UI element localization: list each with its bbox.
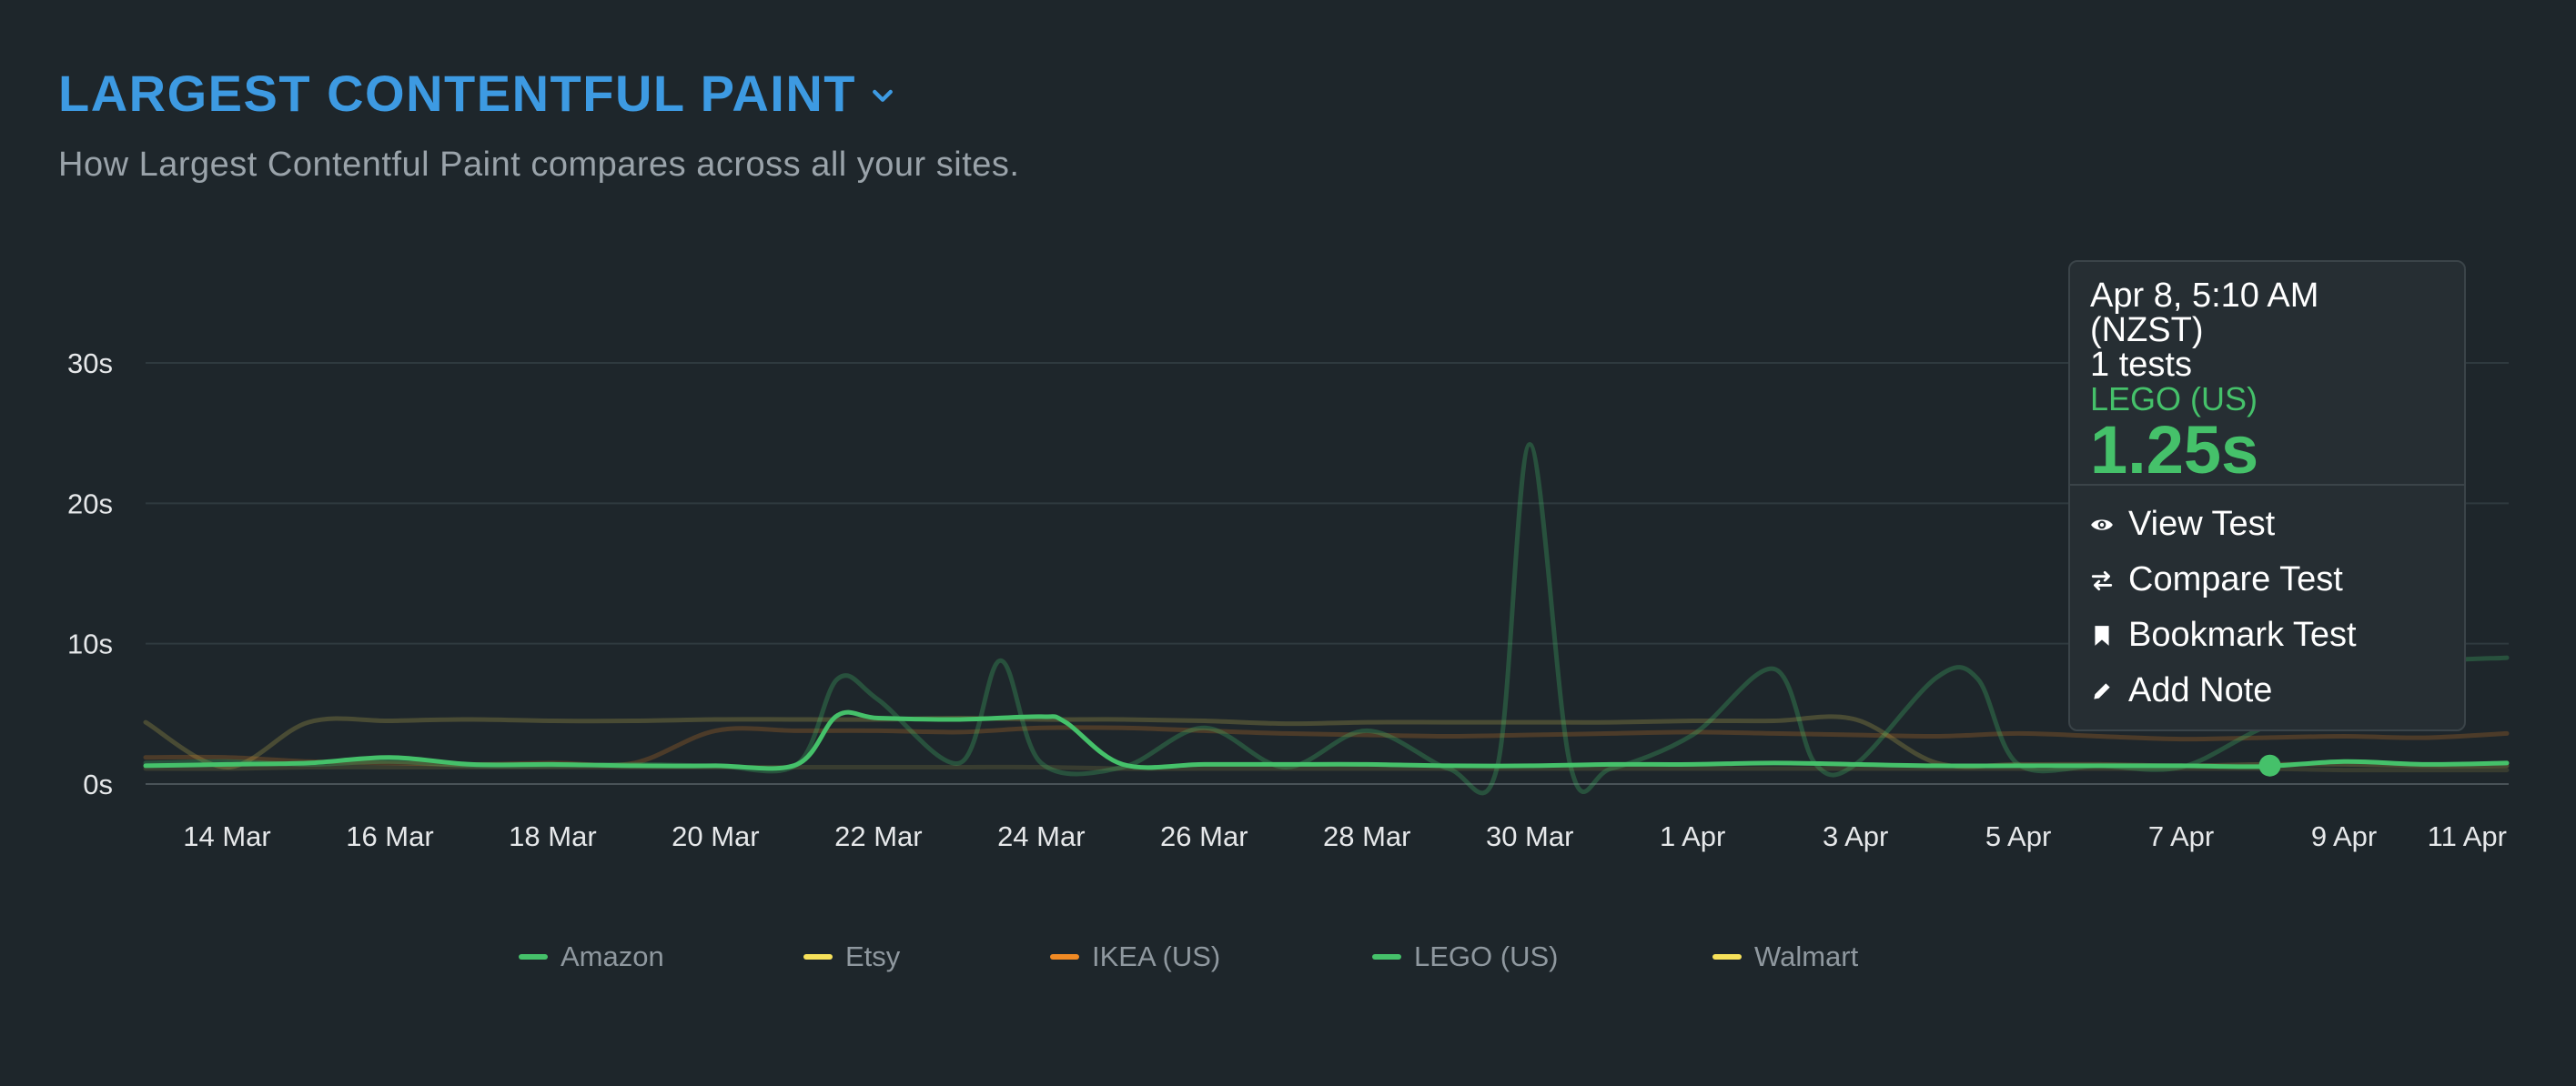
tooltip-timezone: (NZST) <box>2090 311 2204 349</box>
x-tick-label: 20 Mar <box>672 820 759 852</box>
x-tick-label: 30 Mar <box>1486 820 1573 852</box>
y-axis: 0s 10s 20s 30s <box>67 347 113 800</box>
bookmark-test-button[interactable]: Bookmark Test <box>2090 608 2444 663</box>
tooltip-test-count: 1 tests <box>2090 346 2192 384</box>
legend-swatch <box>1712 954 1742 960</box>
chart-legend: Amazon Etsy IKEA (US) LEGO (US) Walmart <box>0 940 2576 977</box>
compare-test-label: Compare Test <box>2128 560 2343 598</box>
tooltip-series-name: LEGO (US) <box>2090 380 2258 417</box>
y-tick-label: 30s <box>67 347 113 379</box>
series-line-lego-us <box>143 709 2510 771</box>
compare-test-button[interactable]: Compare Test <box>2090 552 2444 608</box>
legend-label: LEGO (US) <box>1414 940 1559 972</box>
x-tick-label: 22 Mar <box>834 820 922 852</box>
y-tick-label: 10s <box>67 628 113 660</box>
legend-item-walmart[interactable]: Walmart <box>1712 940 1858 973</box>
legend-item-amazon[interactable]: Amazon <box>519 940 664 973</box>
view-test-button[interactable]: View Test <box>2090 497 2444 552</box>
eye-icon <box>2091 518 2113 530</box>
y-tick-label: 0s <box>83 769 113 800</box>
bookmark-test-label: Bookmark Test <box>2128 616 2357 654</box>
tooltip-value: 1.25s <box>2090 412 2259 488</box>
metric-title[interactable]: LARGEST CONTENTFUL PAINT <box>58 65 857 122</box>
legend-label: Etsy <box>845 940 901 972</box>
series-line-walmart <box>143 764 2510 773</box>
legend-item-ikea-us[interactable]: IKEA (US) <box>1050 940 1220 973</box>
x-tick-label: 3 Apr <box>1823 820 1888 852</box>
x-tick-label: 11 Apr <box>2428 820 2507 852</box>
y-tick-label: 20s <box>67 488 113 519</box>
chevron-down-icon[interactable] <box>869 83 896 110</box>
data-tooltip: Apr 8, 5:10 AM (NZST) 1 tests LEGO (US) … <box>2068 260 2466 731</box>
legend-label: Walmart <box>1754 940 1859 972</box>
lcp-line-chart: 0s 10s 20s 30s 14 Mar 16 Mar 18 Mar 20 Mar 22 M… <box>67 347 2510 852</box>
x-tick-label: 26 Mar <box>1160 820 1248 852</box>
x-tick-label: 24 Mar <box>997 820 1085 852</box>
legend-swatch <box>1372 954 1401 960</box>
x-tick-label: 9 Apr <box>2311 820 2377 852</box>
tooltip-date: Apr 8, 5:10 AM <box>2090 277 2319 315</box>
legend-label: Amazon <box>561 940 664 972</box>
x-axis: 14 Mar 16 Mar 18 Mar 20 Mar 22 Mar 24 Mar 26 M… <box>183 820 2507 852</box>
legend-item-etsy[interactable]: Etsy <box>803 940 900 973</box>
add-note-button[interactable]: Add Note <box>2090 663 2444 719</box>
chart-series <box>143 442 2510 796</box>
x-tick-label: 16 Mar <box>346 820 433 852</box>
x-tick-label: 14 Mar <box>183 820 270 852</box>
compare-arrows-icon <box>2091 570 2113 590</box>
x-tick-label: 1 Apr <box>1660 820 1725 852</box>
add-note-label: Add Note <box>2128 671 2273 709</box>
highlight-point <box>2258 754 2281 777</box>
metric-subtitle: How Largest Contentful Paint compares ac… <box>58 146 1020 184</box>
x-tick-label: 28 Mar <box>1323 820 1410 852</box>
bookmark-icon <box>2095 625 2109 646</box>
pencil-icon <box>2094 682 2110 699</box>
title-row[interactable]: LARGEST CONTENTFUL PAINT <box>58 64 896 123</box>
legend-label: IKEA (US) <box>1092 940 1221 972</box>
tooltip-divider <box>2070 484 2464 486</box>
legend-item-lego-us[interactable]: LEGO (US) <box>1372 940 1558 973</box>
legend-swatch <box>1050 954 1079 960</box>
view-test-label: View Test <box>2128 505 2276 543</box>
legend-swatch <box>519 954 548 960</box>
legend-swatch <box>803 954 833 960</box>
x-tick-label: 18 Mar <box>509 820 596 852</box>
x-tick-label: 5 Apr <box>1985 820 2051 852</box>
chart-highlight <box>2258 754 2281 777</box>
x-tick-label: 7 Apr <box>2148 820 2214 852</box>
